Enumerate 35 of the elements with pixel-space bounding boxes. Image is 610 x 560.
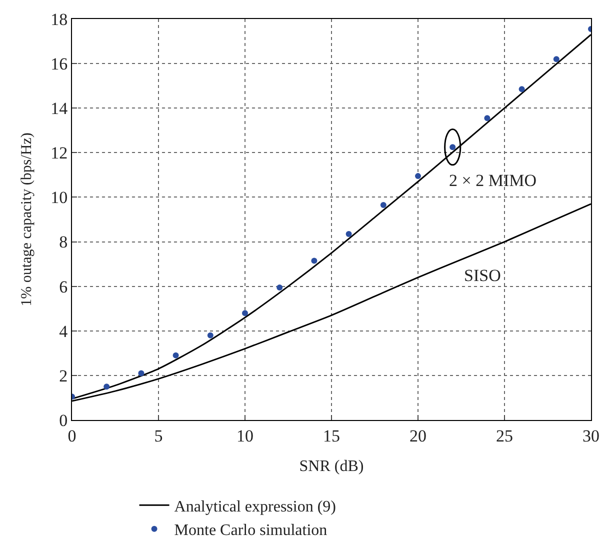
y-tick-label: 18 xyxy=(50,10,68,29)
point xyxy=(242,310,248,316)
point xyxy=(346,230,352,237)
x-tick-label: 10 xyxy=(236,426,254,446)
annotation: 2 × 2 MIMO xyxy=(449,171,537,190)
point xyxy=(311,258,318,264)
x-tick-label: 25 xyxy=(496,426,513,446)
y-tick-label: 12 xyxy=(50,144,68,163)
annotation: SISO xyxy=(464,266,501,285)
point xyxy=(172,352,179,358)
point xyxy=(484,115,490,122)
point xyxy=(104,384,110,390)
legend-label: Analytical expression (9) xyxy=(174,498,336,516)
x-tick-label: 20 xyxy=(410,426,426,446)
point xyxy=(415,173,421,180)
point xyxy=(518,86,525,92)
y-tick-label: 8 xyxy=(59,232,68,252)
point xyxy=(207,332,214,338)
x-tick-label: 5 xyxy=(154,426,163,446)
y-tick-label: 0 xyxy=(59,410,68,430)
x-tick-label: 15 xyxy=(323,426,340,446)
y-tick-label: 6 xyxy=(59,277,68,296)
point xyxy=(380,202,386,208)
x-axis-title: SNR (dB) xyxy=(299,458,364,476)
y-tick-label: 4 xyxy=(59,322,68,341)
point xyxy=(276,284,283,290)
y-tick-label: 10 xyxy=(50,188,68,208)
point xyxy=(138,370,144,376)
point xyxy=(553,56,560,62)
y-axis-title: 1% outage capacity (bps/Hz) xyxy=(18,132,35,306)
legend-label: Monte Carlo simulation xyxy=(174,522,328,540)
y-tick-label: 2 xyxy=(59,366,68,386)
y-tick-label: 16 xyxy=(50,54,68,74)
x-tick-label: 30 xyxy=(582,426,600,446)
y-tick-label: 14 xyxy=(50,99,68,118)
